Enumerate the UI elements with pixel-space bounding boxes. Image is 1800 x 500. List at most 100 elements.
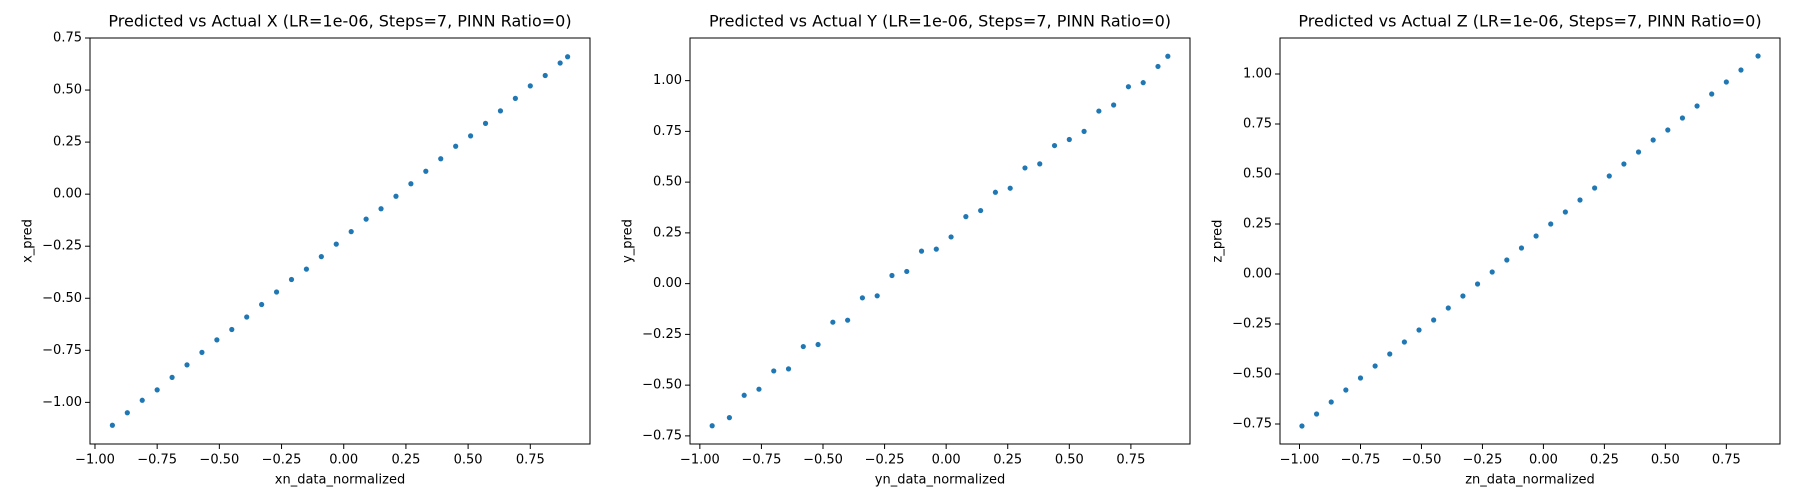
scatter-point [1299,423,1305,429]
scatter-point [815,341,821,348]
y-tick-label: −0.75 [42,343,82,358]
scatter-point [1111,102,1117,108]
x-tick-label: −0.25 [865,453,905,468]
scatter-point [1606,173,1612,179]
chart-title: Predicted vs Actual X (LR=1e-06, Steps=7… [108,12,571,31]
scatter-point [557,60,563,66]
y-tick-label: 0.25 [1243,217,1272,232]
scatter-point [378,206,384,212]
scatter-point [1357,375,1364,381]
y-tick-label: 0.75 [653,124,682,139]
scatter-point [288,276,295,283]
x-tick-label: 0.00 [1529,453,1558,468]
scatter-point [1007,185,1013,191]
scatter-point [1387,351,1393,357]
scatter-point [785,366,792,372]
scatter-point [497,108,504,114]
scatter-point [1125,84,1132,90]
scatter-point [303,266,310,272]
x-tick-label: 0.50 [1055,453,1084,468]
scatter-point [1635,149,1642,155]
x-tick-label: 0.25 [391,453,420,468]
x-tick-label: −0.50 [1402,453,1442,468]
y-tick-label: 0.50 [1243,167,1272,182]
scatter-point [1755,53,1761,59]
scatter-point [199,349,205,355]
y-tick-label: −0.50 [642,378,682,393]
scatter-point [1140,80,1146,86]
x-tick-label: −0.75 [137,453,177,468]
scatter-point [1489,269,1495,275]
scatter-point [845,317,851,323]
scatter-point [1328,399,1334,405]
x-axis-label: zn_data_normalized [1465,473,1595,488]
scatter-point [771,368,777,374]
scatter-point [527,83,533,89]
scatter-point [154,387,160,393]
x-tick-label: 0.50 [1651,453,1680,468]
scatter-point [1548,221,1554,227]
x-tick-label: 0.75 [516,453,545,468]
scatter-point [393,193,399,199]
scatter-point [1081,128,1087,134]
scatter-point [1155,63,1161,70]
scatter-point [1165,53,1171,59]
scatter-point [1051,142,1058,149]
x-tick-label: −1.00 [680,453,720,468]
scatter-point [1313,411,1320,417]
scatter-point [1066,136,1072,143]
scatter-point [904,268,910,275]
x-tick-label: −1.00 [1280,453,1320,468]
scatter-point [1694,103,1700,109]
scatter-point [1709,91,1715,97]
y-axis-label: x_pred [21,219,36,263]
scatter-point [1592,185,1598,191]
x-tick-label: 0.75 [1712,453,1741,468]
scatter-point [333,241,339,247]
x-tick-label: 0.00 [329,453,358,468]
y-tick-label: 0.25 [53,135,82,150]
scatter-point [1460,293,1466,299]
scatter-point [273,289,280,295]
scatter-point [408,181,414,187]
x-tick-label: 0.50 [454,453,483,468]
scatter-point [1431,317,1437,323]
y-tick-label: 1.00 [653,73,682,88]
scatter-point [1504,257,1510,263]
scatter-point [259,301,265,308]
y-tick-label: 0.50 [53,83,82,98]
y-tick-label: 1.00 [1243,67,1272,82]
scatter-point [542,72,548,79]
scatter-point [830,319,836,325]
x-tick-label: 0.25 [993,453,1022,468]
scatter-point [1738,67,1744,73]
scatter-point [318,254,324,260]
y-axis-label: y_pred [621,219,636,263]
y-tick-label: 0.75 [1243,117,1272,132]
scatter-point [1401,339,1407,345]
x-axis-label: yn_data_normalized [875,473,1005,488]
axes-frame [1279,37,1781,445]
scatter-point [1037,161,1043,167]
scatter-point [918,248,925,254]
scatter-point [1665,127,1671,133]
y-tick-label: −1.00 [42,395,82,410]
scatter-point [348,229,354,235]
scatter-point [1474,281,1481,287]
scatter-point [1621,161,1627,167]
scatter-point [726,415,733,421]
scatter-point [453,143,459,149]
y-tick-label: −0.75 [1232,417,1272,432]
scatter-point [512,95,518,101]
x-tick-label: −0.50 [803,453,843,468]
scatter-point [109,422,115,428]
x-tick-label: −0.25 [262,453,302,468]
scatter-point [859,295,866,301]
x-tick-label: 0.25 [1590,453,1619,468]
scatter-point [1445,305,1451,311]
x-tick-label: −1.00 [75,453,115,468]
y-axis-label: z_pred [1211,220,1226,263]
scatter-point [741,392,747,398]
scatter-point [1022,165,1028,171]
